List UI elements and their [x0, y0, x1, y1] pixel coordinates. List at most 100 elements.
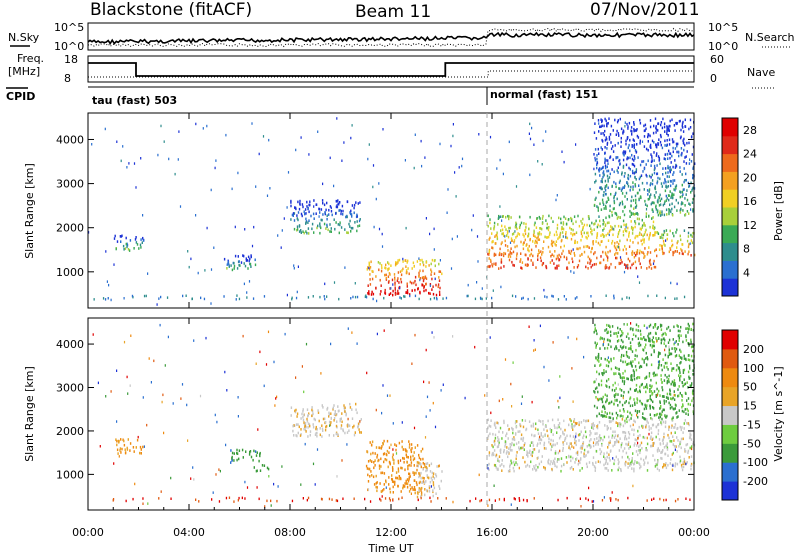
vel-cell — [566, 461, 568, 464]
vel-cell — [675, 368, 678, 372]
vel-noise-cell — [383, 329, 385, 332]
vel-cell — [664, 421, 667, 425]
vel-noise-cell — [425, 466, 427, 469]
power-cell — [671, 196, 674, 200]
vel-ground-cell — [244, 497, 246, 500]
vel-cell — [410, 455, 412, 459]
power-cell — [507, 214, 509, 218]
power-cell — [551, 253, 553, 256]
power-noise-cell — [665, 239, 667, 242]
power-cell — [635, 254, 637, 257]
power-cell — [530, 252, 532, 256]
vel-cell — [685, 335, 687, 339]
power-cell — [537, 235, 539, 238]
vel-cell — [526, 463, 529, 467]
vel-cell — [250, 455, 253, 459]
vel-cell — [652, 406, 654, 409]
vel-cell — [632, 369, 635, 372]
vel-cell — [594, 469, 596, 472]
vel-cell — [507, 469, 510, 473]
power-cell — [686, 150, 688, 153]
power-cell — [370, 260, 372, 264]
power-cell — [580, 232, 583, 236]
vel-cell — [637, 453, 639, 457]
power-cell — [441, 272, 443, 276]
power-cell — [539, 227, 542, 230]
power-cell — [563, 244, 565, 248]
vel-cell — [614, 381, 616, 385]
power-noise-cell — [157, 153, 159, 157]
power-cell — [671, 207, 673, 211]
power-cell — [525, 226, 527, 229]
power-ground-cell — [291, 296, 293, 300]
vel-cell — [258, 459, 260, 463]
power-cell — [388, 262, 390, 266]
vel-cell — [683, 354, 685, 358]
vel-cell — [583, 434, 585, 437]
power-cell — [608, 221, 610, 224]
power-cell — [549, 261, 552, 264]
power-noise-cell — [108, 283, 110, 287]
power-cell — [673, 179, 676, 182]
power-noise-cell — [690, 208, 692, 211]
vel-noise-cell — [389, 394, 391, 397]
power-cell — [528, 244, 530, 248]
power-cell — [676, 250, 678, 253]
power-cell — [335, 212, 337, 215]
power-cell — [630, 213, 633, 216]
vel-cell — [315, 432, 317, 435]
vel-noise-cell — [674, 341, 676, 344]
power-noise-cell — [297, 265, 299, 268]
vel-cell — [645, 425, 647, 429]
vel-cell — [403, 457, 405, 460]
power-cell — [114, 234, 116, 238]
power-cell — [599, 224, 601, 228]
vel-cell — [604, 424, 606, 427]
power-noise-cell — [676, 282, 678, 286]
vel-cell — [679, 348, 681, 352]
power-cell — [660, 135, 662, 139]
power-cell — [666, 233, 668, 236]
power-colorbar-tick: 8 — [743, 243, 750, 256]
power-cell — [672, 253, 674, 257]
power-cell — [595, 196, 597, 200]
vel-cell — [534, 427, 537, 431]
power-cell — [238, 263, 240, 267]
vel-cell — [649, 394, 651, 398]
power-cell — [549, 231, 551, 234]
vel-cell — [416, 495, 419, 499]
power-cell — [603, 227, 605, 230]
vel-cell — [124, 448, 126, 451]
power-cell — [692, 197, 694, 201]
power-noise-cell — [343, 141, 345, 144]
power-noise-cell — [508, 230, 510, 233]
vel-cell — [647, 357, 649, 361]
power-cell — [358, 224, 361, 227]
power-cell — [425, 288, 427, 292]
vel-cell — [633, 444, 635, 447]
power-cell — [588, 246, 590, 249]
vel-cell — [597, 460, 600, 463]
velocity-colorbar-tick: -100 — [743, 456, 768, 469]
power-noise-cell — [599, 186, 601, 189]
power-cell — [645, 127, 647, 131]
vel-cell — [653, 374, 655, 378]
vel-ground-cell — [225, 496, 228, 500]
vel-cell — [551, 418, 554, 422]
vel-ground-cell — [674, 499, 677, 503]
vel-cell — [659, 407, 661, 410]
power-cell — [335, 199, 337, 203]
vel-cell — [527, 455, 529, 458]
power-cell — [682, 126, 684, 129]
vel-cell — [657, 326, 659, 329]
power-cell — [369, 283, 372, 286]
power-cell — [633, 212, 635, 216]
vel-cell — [685, 412, 687, 415]
power-noise-cell — [142, 214, 144, 217]
vel-cell — [592, 427, 595, 430]
power-cell — [566, 267, 568, 270]
vel-cell — [641, 337, 643, 341]
vel-cell — [568, 446, 570, 450]
power-cell — [595, 179, 597, 183]
vel-noise-cell — [193, 339, 195, 342]
